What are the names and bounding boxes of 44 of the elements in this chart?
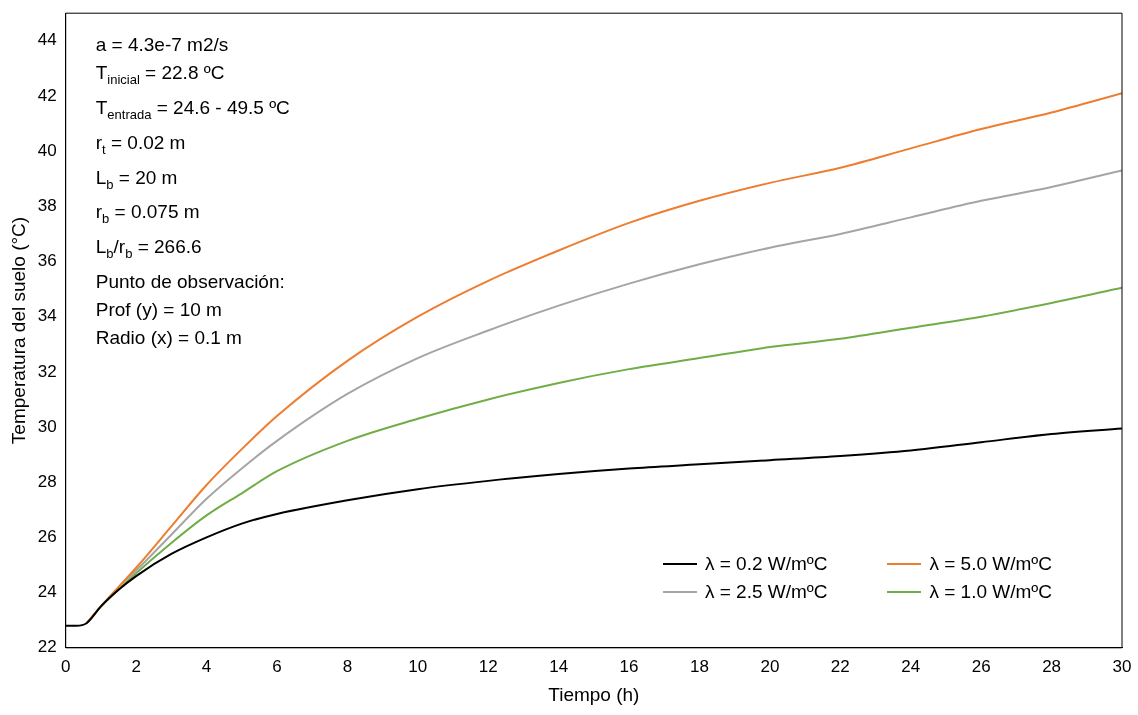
x-tick-label: 20: [760, 656, 780, 676]
x-tick-label: 2: [131, 656, 141, 676]
y-tick-label: 42: [37, 85, 57, 105]
annotation: T$_{entrada}$ = 24.6 - 49.5 ºC: [95, 96, 290, 124]
y-tick-label: 32: [37, 361, 57, 381]
x-tick-label: 16: [619, 656, 639, 676]
annotation: Prof (y) = 10 m: [95, 297, 223, 322]
x-tick-label: 4: [201, 656, 212, 676]
x-tick-label: 0: [60, 656, 71, 676]
annotation: Punto de observación:: [95, 269, 286, 294]
legend-label: λ = 5.0 W/mºC: [929, 552, 1052, 575]
x-tick-label: 8: [342, 656, 353, 676]
y-tick-label: 38: [37, 196, 57, 216]
y-tick-label: 22: [37, 637, 57, 657]
annotation: L$_{b}$ = 20 m: [95, 165, 179, 194]
x-tick-label: 18: [690, 656, 709, 676]
annotation: r$_{t}$ = 0.02 m: [95, 130, 187, 159]
x-axis-title: Tiempo (h): [548, 683, 640, 705]
x-tick-label: 10: [408, 656, 428, 676]
x-tick-label: 26: [971, 656, 991, 676]
y-tick-label: 28: [37, 471, 57, 491]
y-tick-label: 24: [37, 582, 57, 602]
annotation: Radio (x) = 0.1 m: [95, 325, 243, 350]
y-tick-label: 40: [37, 140, 57, 160]
y-axis-title: Temperatura del suelo (°C): [7, 216, 29, 445]
y-tick-label: 34: [37, 306, 57, 326]
x-tick-label: 30: [1112, 656, 1132, 676]
y-tick-label: 26: [37, 527, 57, 547]
y-tick-label: 30: [37, 416, 57, 436]
annotation: T$_{inicial}$ = 22.8 ºC: [95, 61, 226, 89]
annotation: a = 4.3e-7 m2/s: [95, 33, 230, 58]
x-tick-label: 24: [901, 656, 921, 676]
legend-label: λ = 2.5 W/mºC: [704, 580, 828, 603]
x-tick-label: 12: [478, 656, 498, 676]
x-tick-label: 14: [549, 656, 569, 676]
x-tick-label: 6: [272, 656, 282, 676]
annotation: L$_{b}$/r$_{b}$ = 266.6: [95, 235, 203, 263]
y-tick-label: 36: [37, 251, 57, 271]
legend-label: λ = 0.2 W/mºC: [704, 552, 828, 575]
legend-label: λ = 1.0 W/mºC: [929, 580, 1052, 603]
y-tick-label: 44: [37, 30, 57, 50]
annotation: r$_{b}$ = 0.075 m: [95, 200, 201, 229]
x-tick-label: 28: [1042, 656, 1062, 676]
x-tick-label: 22: [830, 656, 850, 676]
